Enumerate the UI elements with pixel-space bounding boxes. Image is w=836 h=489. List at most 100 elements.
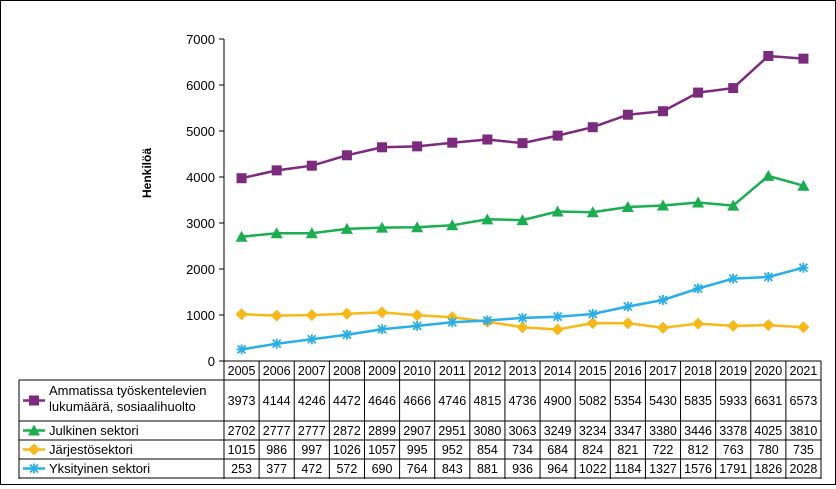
legend-label: Yksityinen sektori [49,461,150,476]
data-label: 6573 [790,394,818,408]
data-label: 964 [547,462,568,476]
data-point [727,199,740,211]
data-label: 734 [512,443,533,457]
data-label: 1576 [684,462,712,476]
data-point [552,130,563,141]
data-label: 1015 [228,443,256,457]
data-label: 4646 [368,394,396,408]
data-point [411,221,424,233]
data-point [446,219,459,231]
data-label: 2951 [438,424,466,438]
data-point [305,309,318,322]
series-line [241,266,804,351]
data-label: 3347 [614,424,642,438]
y-tick-label: 0 [208,354,215,369]
data-point [693,87,704,98]
data-point [447,317,458,328]
data-label: 1022 [579,462,607,476]
data-label: 4144 [263,394,291,408]
data-label: 2777 [263,424,291,438]
data-point [728,83,739,94]
data-label: 2872 [333,424,361,438]
data-point [762,319,775,332]
data-point [692,196,705,208]
legend-label: Järjestösektori [49,442,133,457]
data-label: 1791 [719,462,747,476]
data-label: 6631 [754,394,782,408]
data-point [551,323,564,336]
data-label: 4246 [298,394,326,408]
data-label: 4736 [509,394,537,408]
data-point [693,283,704,294]
x-tick-label: 2005 [228,364,256,378]
data-label: 986 [266,443,287,457]
data-point [341,329,352,340]
data-label: 812 [688,443,709,457]
data-label: 854 [477,443,498,457]
data-point [377,324,388,335]
data-label: 4815 [473,394,501,408]
data-label: 936 [512,462,533,476]
data-point [516,321,529,334]
data-label: 4666 [403,394,431,408]
data-label: 3063 [509,424,537,438]
data-label: 2899 [368,424,396,438]
data-label: 5835 [684,394,712,408]
data-point [412,320,423,331]
data-label: 690 [372,462,393,476]
y-tick-label: 7000 [186,32,215,47]
data-label: 952 [442,443,463,457]
data-point [482,315,493,326]
data-point [551,205,564,217]
data-point [376,306,389,319]
data-label: 824 [582,443,603,457]
data-point [622,109,633,120]
data-label: 763 [723,443,744,457]
data-point [412,141,423,152]
data-label: 821 [617,443,638,457]
x-tick-label: 2007 [298,364,326,378]
x-tick-label: 2006 [263,364,291,378]
data-point [236,344,247,355]
data-label: 3973 [228,394,256,408]
data-point [516,214,529,226]
y-tick-label: 3000 [186,216,215,231]
data-label: 1826 [754,462,782,476]
data-label: 5430 [649,394,677,408]
data-label: 4746 [438,394,466,408]
data-label: 3080 [473,424,501,438]
y-tick-label: 1000 [186,308,215,323]
data-point [271,165,282,176]
data-label: 2777 [298,424,326,438]
data-point [270,309,283,322]
y-axis-title: Henkilöä [140,148,154,198]
data-point [235,230,248,242]
data-label: 764 [407,462,428,476]
data-label: 722 [653,443,674,457]
legend-marker [29,463,39,474]
data-point [306,160,317,171]
data-point [656,199,669,211]
data-label: 3380 [649,424,677,438]
data-label: 1327 [649,462,677,476]
data-label: 377 [266,462,287,476]
data-label: 5082 [579,394,607,408]
data-point [797,321,810,334]
legend-marker [29,395,39,406]
data-label: 4900 [544,394,572,408]
x-tick-label: 2019 [719,364,747,378]
data-label: 3249 [544,424,572,438]
data-label: 995 [407,443,428,457]
data-label: 881 [477,462,498,476]
x-tick-label: 2009 [368,364,396,378]
data-point [236,173,247,184]
data-label: 3810 [790,424,818,438]
series-line [241,54,804,180]
data-label: 2907 [403,424,431,438]
data-point [798,262,809,273]
x-tick-label: 2010 [403,364,431,378]
data-point [622,301,633,312]
data-label: 735 [793,443,814,457]
x-tick-label: 2020 [754,364,782,378]
data-label: 4472 [333,394,361,408]
